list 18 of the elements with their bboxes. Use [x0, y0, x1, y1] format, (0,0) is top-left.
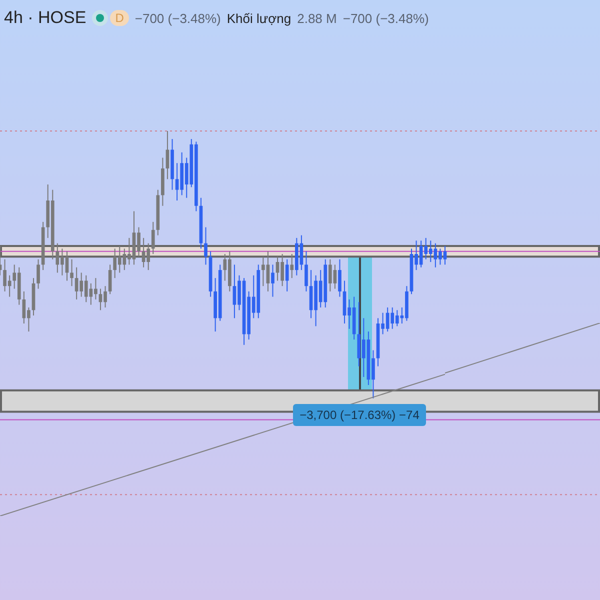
- text: −3,700 (−17.63%) −74: [293, 404, 426, 426]
- candlestick: [290, 253, 294, 279]
- chart-title: 4h · HOSE: [4, 8, 86, 28]
- candlestick: [338, 258, 342, 298]
- text: −700 (−3.48%): [134, 10, 221, 26]
- text: 2.88 M: [297, 10, 337, 26]
- candlestick: [285, 258, 289, 292]
- candlestick: [166, 130, 170, 180]
- candlestick: [271, 264, 274, 298]
- text: −700 (−3.48%): [342, 10, 429, 26]
- text: D: [110, 10, 129, 26]
- text: Khối lượng: [226, 10, 292, 26]
- candlestick: [36, 258, 40, 290]
- candlestick: [108, 264, 112, 295]
- candlestick: [204, 226, 208, 266]
- candlestick: [151, 221, 155, 254]
- candlestick: [70, 258, 74, 287]
- candlestick: [304, 250, 308, 292]
